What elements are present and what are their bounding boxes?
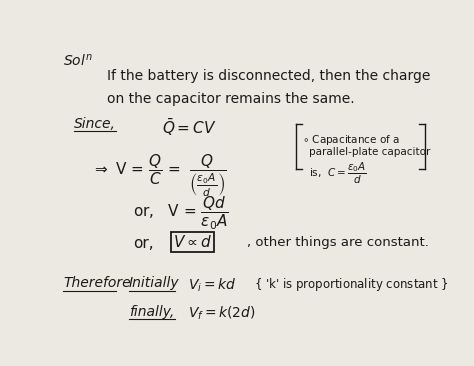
Text: is,  $C = \dfrac{\varepsilon_0 A}{d}$: is, $C = \dfrac{\varepsilon_0 A}{d}$ bbox=[309, 161, 367, 186]
Text: on the capacitor remains the same.: on the capacitor remains the same. bbox=[107, 92, 355, 106]
Text: or,   V = $\dfrac{Qd}{\varepsilon_0 A}$: or, V = $\dfrac{Qd}{\varepsilon_0 A}$ bbox=[133, 195, 228, 232]
Text: , other things are constant.: , other things are constant. bbox=[246, 236, 428, 249]
Text: $V \propto d$: $V \propto d$ bbox=[173, 234, 212, 250]
Text: parallel-plate capacitor: parallel-plate capacitor bbox=[309, 147, 430, 157]
Text: $\bar{Q} = CV$: $\bar{Q} = CV$ bbox=[162, 117, 217, 138]
Text: $Sol^n$: $Sol^n$ bbox=[63, 52, 92, 68]
Text: $V_f = k(2d)$: $V_f = k(2d)$ bbox=[188, 305, 255, 322]
Text: If the battery is disconnected, then the charge: If the battery is disconnected, then the… bbox=[107, 69, 430, 83]
Text: finally,: finally, bbox=[129, 305, 174, 319]
Text: Initially: Initially bbox=[129, 276, 180, 291]
Text: Since,: Since, bbox=[74, 117, 116, 131]
Text: Therefore: Therefore bbox=[63, 276, 130, 291]
Text: $\{$ 'k' is proportionality constant $\}$: $\{$ 'k' is proportionality constant $\}… bbox=[254, 276, 448, 294]
Text: $V_i = kd$: $V_i = kd$ bbox=[188, 276, 237, 294]
Text: or,: or, bbox=[133, 236, 154, 251]
Text: $\Rightarrow$ V = $\dfrac{Q}{C}$ =  $\dfrac{Q}{\left(\frac{\varepsilon_0 A}{d}\r: $\Rightarrow$ V = $\dfrac{Q}{C}$ = $\dfr… bbox=[92, 152, 227, 199]
Text: $\circ$ Capacitance of a: $\circ$ Capacitance of a bbox=[301, 133, 400, 147]
